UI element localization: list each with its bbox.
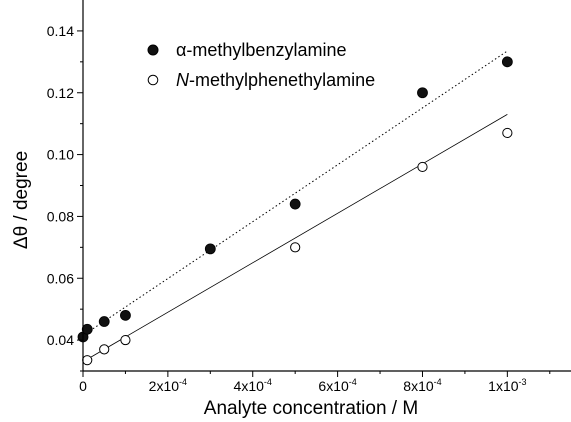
legend-entry-series-1: α-methylbenzylamine [147, 40, 346, 60]
data-point-series-2 [417, 161, 428, 173]
data-point-series-2 [82, 355, 93, 366]
legend-label-1: α-methylbenzylamine [176, 40, 346, 60]
data-point-series-1 [289, 198, 301, 210]
x-tick-label-base: 4x10 [234, 378, 265, 394]
data-point-series-2 [120, 334, 131, 346]
data-point-series-1 [204, 243, 216, 255]
y-tick-label: 0.14 [47, 23, 74, 39]
data-point-series-2 [502, 127, 513, 139]
data-point-series-2 [290, 242, 301, 253]
x-tick-label-base: 2x10 [149, 378, 180, 394]
y-tick-label: 0.08 [47, 208, 74, 224]
y-tick-label: 0.10 [47, 147, 74, 163]
data-point-series-1 [98, 316, 110, 327]
legend-label-2-prefix: N [176, 70, 190, 90]
x-axis-title: Analyte concentration / M [204, 398, 418, 419]
y-tick-label: 0.12 [47, 85, 74, 101]
x-tick-label: 6x10-4 [318, 377, 356, 394]
legend-entry-series-2: N-methylphenethylamine [147, 70, 375, 90]
x-tick-label-base: 8x10 [403, 378, 434, 394]
fit-lines [82, 50, 508, 360]
fit-line-1 [82, 50, 508, 336]
y-axis-title: Δθ / degree [11, 151, 32, 249]
x-axis-ticks: 0 2x10-4 4x10-4 6x10-4 8x10-4 1x10-3 [79, 371, 551, 394]
legend-marker-filled-circle [147, 44, 159, 56]
legend-label-2: N-methylphenethylamine [176, 70, 375, 90]
x-tick-label-exponent: -4 [264, 377, 272, 387]
fit-line-2 [87, 114, 508, 360]
x-tick-label-base: 1x10 [488, 378, 519, 394]
x-tick-label: 1x10-3 [488, 377, 526, 394]
data-point-series-1 [417, 87, 428, 99]
x-tick-label-exponent: -3 [519, 377, 527, 387]
legend-label-1-rest: -methylbenzylamine [186, 40, 346, 60]
y-tick-label: 0.04 [47, 332, 74, 348]
x-tick-label-base: 0 [79, 378, 87, 394]
x-tick-label-base: 6x10 [318, 378, 349, 394]
y-tick-label: 0.06 [47, 270, 74, 286]
data-point-series-1 [501, 56, 513, 68]
x-tick-label: 8x10-4 [403, 377, 441, 394]
legend-label-2-rest: -methylphenethylamine [189, 70, 375, 90]
x-tick-label-exponent: -4 [434, 377, 442, 387]
x-tick-label: 4x10-4 [234, 377, 272, 394]
y-axis-ticks: 0.04 0.06 0.08 0.10 0.12 0.14 [47, 23, 83, 372]
legend: α-methylbenzylamine N-methylphenethylami… [147, 40, 375, 90]
x-tick-label: 0 [79, 378, 87, 394]
data-points [77, 56, 513, 366]
x-tick-label-exponent: -4 [349, 377, 357, 387]
legend-label-1-prefix: α [176, 40, 186, 60]
data-point-series-1 [81, 323, 93, 335]
x-tick-label: 2x10-4 [149, 377, 187, 394]
data-point-series-2 [99, 344, 110, 355]
x-tick-label-exponent: -4 [179, 377, 187, 387]
legend-marker-open-circle [147, 74, 159, 86]
data-point-series-1 [120, 309, 131, 321]
